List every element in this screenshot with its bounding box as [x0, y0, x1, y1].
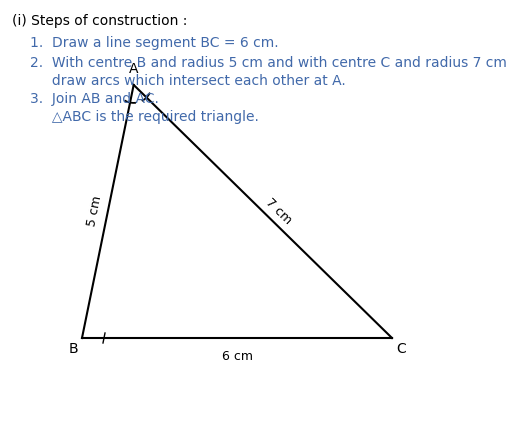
- Text: 1.  Draw a line segment BC = 6 cm.: 1. Draw a line segment BC = 6 cm.: [30, 36, 278, 50]
- Text: 3.  Join AB and AC.: 3. Join AB and AC.: [30, 92, 159, 106]
- Text: △ABC is the required triangle.: △ABC is the required triangle.: [30, 110, 259, 124]
- Text: C: C: [396, 342, 406, 356]
- Text: 5 cm: 5 cm: [85, 195, 104, 228]
- Text: A: A: [129, 62, 138, 76]
- Text: 6 cm: 6 cm: [221, 350, 252, 363]
- Text: B: B: [69, 342, 78, 356]
- Text: 7 cm: 7 cm: [263, 196, 295, 227]
- Text: 2.  With centre B and radius 5 cm and with centre C and radius 7 cm,: 2. With centre B and radius 5 cm and wit…: [30, 56, 508, 70]
- Text: (i) Steps of construction :: (i) Steps of construction :: [12, 14, 187, 28]
- Text: draw arcs which intersect each other at A.: draw arcs which intersect each other at …: [30, 74, 346, 88]
